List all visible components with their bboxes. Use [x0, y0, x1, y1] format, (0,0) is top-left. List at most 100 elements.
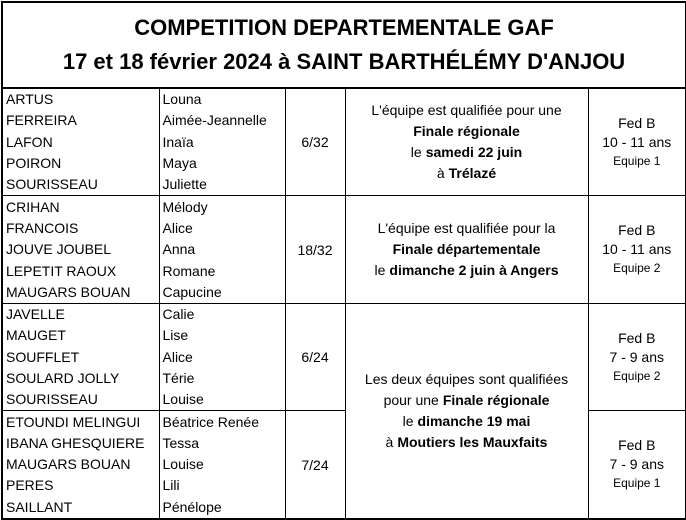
- last-name: CRIHAN: [2, 195, 160, 218]
- qualification: Les deux équipes sont qualifiées pour une…: [345, 302, 589, 519]
- qualification-line: L'équipe est qualifiée pour une: [346, 100, 588, 121]
- last-name: SOURISSEAU: [2, 174, 160, 196]
- last-name: MAUGARS BOUAN: [2, 281, 160, 304]
- member-row: FERREIRA Aimée-Jeannelle: [2, 110, 686, 132]
- first-name: Lili: [159, 475, 286, 497]
- first-name: Juliette: [159, 174, 286, 196]
- member-row: ETOUNDI MELINGUI Béatrice Renée 7/24 Fed B 7…: [2, 410, 686, 519]
- ages: 10 - 11 ans: [602, 133, 672, 150]
- qualification-line: le samedi 22 juin: [346, 142, 588, 163]
- last-name: POIRON: [2, 152, 160, 175]
- member-row: POIRON Maya: [2, 152, 686, 175]
- first-name: Maya: [159, 152, 286, 175]
- category: Fed B 10 - 11 ans Equipe 1: [588, 87, 686, 196]
- bold-text: dimanche 2 juin à Angers: [389, 262, 559, 279]
- text: le: [402, 412, 414, 429]
- qualification-line: à Moutiers les Mauxfaits: [346, 432, 588, 453]
- qualification-line: Finale départementale: [346, 239, 588, 260]
- member-row: CRIHAN Mélody 18/32 L'équipe est qualifiée …: [2, 195, 686, 304]
- last-name: MAUGARS BOUAN: [2, 454, 160, 476]
- first-name: Béatrice Renée: [159, 410, 286, 433]
- team: Equipe 1: [613, 153, 661, 168]
- header: COMPETITION DEPARTEMENTALE GAF 17 et 18 …: [2, 2, 686, 89]
- last-name: SOUFFLET: [2, 346, 160, 368]
- first-name: Lise: [159, 325, 286, 347]
- first-name: Alice: [159, 346, 286, 368]
- category: Fed B 10 - 11 ans Equipe 2: [588, 195, 686, 304]
- first-name: Inaïa: [159, 131, 286, 153]
- team: Equipe 1: [613, 476, 661, 491]
- rank: 6/32: [285, 87, 346, 196]
- bold-text: Finale régionale: [413, 123, 520, 140]
- level: Fed B: [618, 114, 656, 131]
- last-name: LAFON: [2, 131, 160, 153]
- last-name: ARTUS: [2, 87, 160, 111]
- member-row: MAUGARS BOUAN Louise: [2, 454, 686, 476]
- text: le: [374, 262, 386, 279]
- first-name: Anna: [159, 239, 286, 261]
- qualification-line: Les deux équipes sont qualifiées: [346, 369, 588, 390]
- member-row: SAILLANT Pénélope: [2, 496, 686, 519]
- member-row: JOUVE JOUBEL Anna: [2, 239, 686, 261]
- first-name: Tessa: [159, 432, 286, 455]
- team: Equipe 2: [613, 368, 661, 383]
- rank: 18/32: [285, 195, 346, 304]
- text: pour une: [383, 391, 439, 408]
- member-row: FRANCOIS Alice: [2, 217, 686, 240]
- first-name: Louise: [159, 389, 286, 411]
- last-name: JOUVE JOUBEL: [2, 239, 160, 261]
- first-name: Térie: [159, 367, 286, 390]
- last-name: FERREIRA: [2, 110, 160, 132]
- category: Fed B 7 - 9 ans Equipe 1: [588, 410, 686, 519]
- last-name: SOURISSEAU: [2, 389, 160, 411]
- member-row: LAFON Inaïa: [2, 131, 686, 153]
- first-name: Pénélope: [159, 496, 286, 519]
- member-row: MAUGARS BOUAN Capucine: [2, 281, 686, 304]
- last-name: IBANA GHESQUIERE: [2, 432, 160, 455]
- text: à: [385, 433, 394, 450]
- qualification: L'équipe est qualifiée pour une Finale ré…: [345, 87, 589, 196]
- text: L'équipe est qualifiée pour une: [371, 102, 562, 119]
- member-row: JAVELLE Calie 6/24 Les deux équipes sont qu…: [2, 302, 686, 519]
- qualification-line: Finale régionale: [346, 121, 588, 142]
- rank: 6/24: [285, 302, 346, 411]
- qualification-line: à Trélazé: [346, 163, 588, 184]
- ages: 7 - 9 ans: [609, 456, 665, 473]
- last-name: SAILLANT: [2, 496, 160, 519]
- bold-text: Finale régionale: [442, 391, 550, 408]
- rank: 7/24: [285, 410, 346, 519]
- header-line1: COMPETITION DEPARTEMENTALE GAF: [134, 15, 554, 40]
- level: Fed B: [618, 222, 656, 239]
- first-name: Alice: [159, 217, 286, 240]
- last-name: LEPETIT RAOUX: [2, 260, 160, 282]
- qualification-line: pour une Finale régionale: [346, 390, 588, 411]
- first-name: Mélody: [159, 195, 286, 218]
- last-name: MAUGET: [2, 325, 160, 347]
- text: le: [410, 144, 422, 161]
- text: Les deux équipes sont qualifiées: [364, 370, 569, 387]
- member-row: SOURISSEAU Juliette: [2, 174, 686, 196]
- first-name: Calie: [159, 302, 286, 326]
- level: Fed B: [618, 329, 656, 346]
- member-row: SOURISSEAU Louise: [2, 389, 686, 411]
- member-row: MAUGET Lise: [2, 325, 686, 347]
- last-name: PERES: [2, 475, 160, 497]
- level: Fed B: [618, 437, 656, 454]
- first-name: Romane: [159, 260, 286, 282]
- ages: 10 - 11 ans: [602, 241, 672, 258]
- bold-text: dimanche 19 mai: [417, 412, 531, 429]
- member-row: SOUFFLET Alice: [2, 346, 686, 368]
- member-row: ARTUS Louna 6/32 L'équipe est qualifiée pou…: [2, 87, 686, 196]
- text: L'équipe est qualifiée pour la: [377, 220, 556, 237]
- first-name: Louise: [159, 454, 286, 476]
- bold-text: Moutiers les Mauxfaits: [397, 433, 548, 450]
- qualification-line: le dimanche 2 juin à Angers: [346, 260, 588, 281]
- qualification-line: le dimanche 19 mai: [346, 411, 588, 432]
- last-name: JAVELLE: [2, 302, 160, 326]
- first-name: Aimée-Jeannelle: [159, 110, 286, 132]
- category: Fed B 7 - 9 ans Equipe 2: [588, 302, 686, 411]
- qualification-line: L'équipe est qualifiée pour la: [346, 218, 588, 239]
